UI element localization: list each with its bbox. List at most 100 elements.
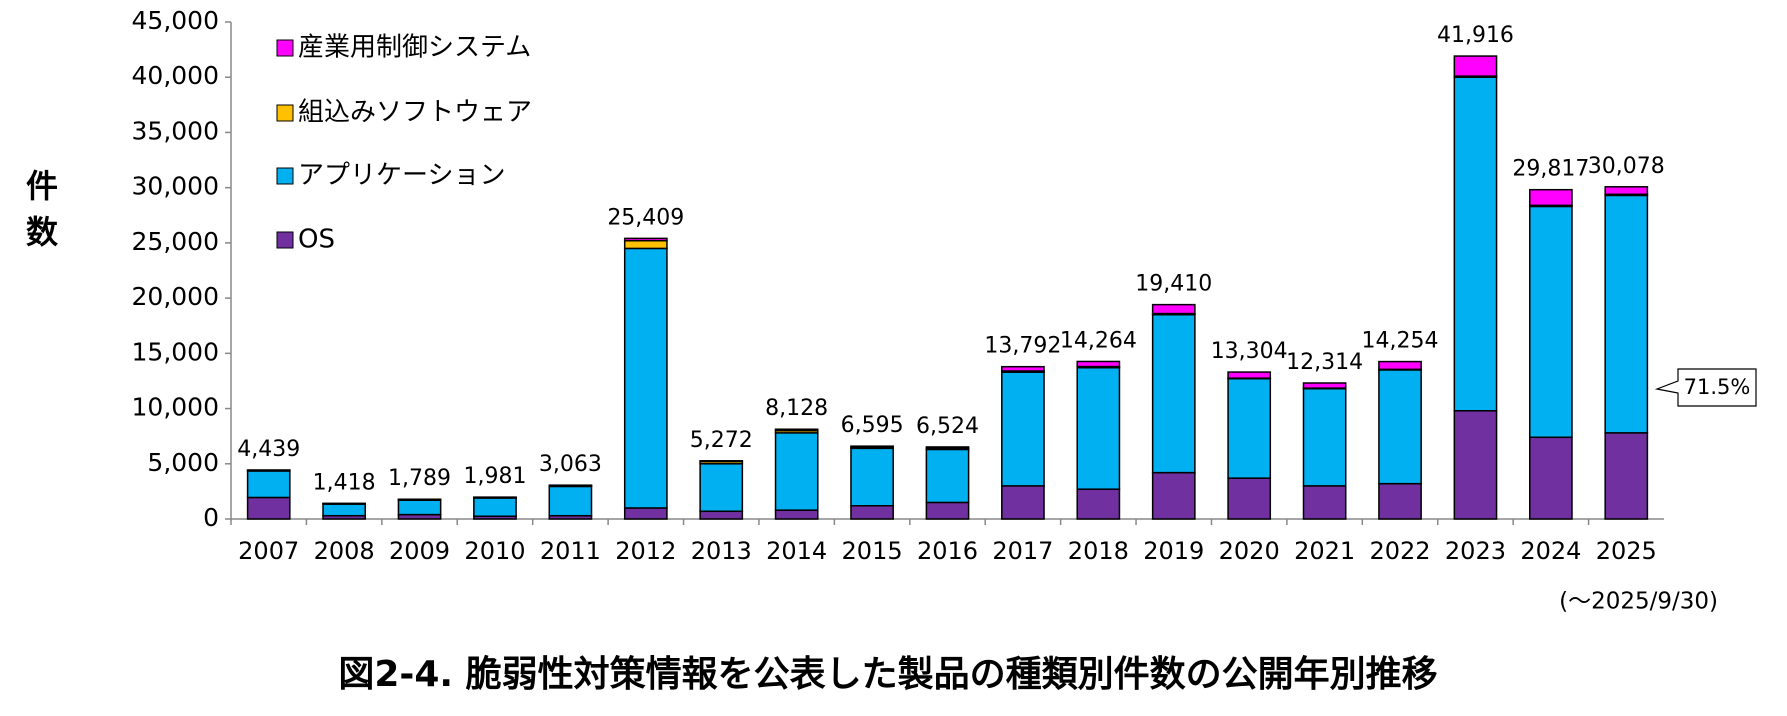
bar-segment	[623, 507, 668, 520]
y-tick-label: 5,000	[147, 448, 219, 477]
bar-segment	[1453, 76, 1498, 412]
bar-segment	[1302, 387, 1347, 487]
y-tick-label: 45,000	[132, 6, 219, 35]
total-label: 8,128	[765, 396, 828, 421]
footnote: (～2025/9/30)	[1559, 589, 1718, 615]
bar-segment	[1453, 410, 1498, 520]
bar-segment	[1151, 471, 1196, 520]
x-tick-label: 2007	[238, 537, 299, 565]
bar-segment	[699, 463, 744, 513]
x-tick-label: 2013	[691, 537, 752, 565]
total-label: 4,439	[237, 437, 300, 462]
annotation: 71.5%	[1684, 375, 1751, 399]
y-tick-label: 35,000	[132, 116, 219, 145]
legend-label: 組込みソフトウェア	[298, 98, 532, 128]
bar-segment	[1001, 371, 1045, 487]
x-tick-label: 2011	[540, 537, 601, 565]
y-tick-label: 40,000	[132, 61, 219, 90]
total-label: 14,264	[1060, 328, 1137, 353]
legend-label: 産業用制御システム	[298, 33, 531, 63]
bar-segment	[623, 247, 668, 509]
bar-segment	[246, 470, 291, 499]
y-tick-label: 15,000	[132, 337, 219, 366]
bar-segment	[1076, 488, 1121, 520]
bar-segment	[397, 499, 442, 516]
bar-segment	[246, 496, 291, 520]
x-tick-label: 2023	[1445, 537, 1506, 565]
x-tick-label: 2018	[1068, 537, 1129, 565]
x-tick-label: 2016	[917, 537, 978, 565]
bar-segment	[1529, 188, 1573, 207]
total-label: 13,792	[984, 334, 1061, 359]
legend-swatch	[276, 104, 294, 122]
total-label: 25,409	[607, 205, 684, 230]
bar-segment	[774, 509, 819, 520]
x-tick-label: 2012	[615, 537, 676, 565]
bar-segment	[473, 497, 517, 517]
x-tick-label: 2015	[842, 537, 903, 565]
bar-segment	[1076, 366, 1121, 490]
x-tick-label: 2009	[389, 537, 450, 565]
total-label: 6,524	[916, 414, 979, 439]
bar-segment	[1378, 369, 1422, 485]
bar-segment	[925, 446, 970, 450]
legend-swatch	[276, 167, 294, 185]
x-tick-label: 2008	[314, 537, 375, 565]
total-label: 1,789	[388, 466, 451, 491]
x-tick-label: 2017	[992, 537, 1053, 565]
legend-swatch	[276, 231, 294, 249]
total-label: 19,410	[1135, 272, 1212, 297]
bar-segment	[1076, 360, 1121, 368]
x-tick-label: 2025	[1596, 537, 1657, 565]
total-label: 6,595	[841, 413, 904, 438]
bar-segment	[850, 447, 894, 507]
bar-segment	[850, 445, 894, 448]
legend-label: OS	[298, 225, 335, 255]
y-tick-label: 0	[203, 503, 219, 532]
total-label: 1,418	[313, 470, 376, 495]
bar-segment	[1604, 186, 1649, 196]
bar-segment	[1604, 194, 1649, 434]
callout-box	[1654, 368, 1757, 407]
x-tick-label: 2021	[1294, 537, 1355, 565]
bar-segment	[925, 448, 970, 504]
total-label: 13,304	[1211, 339, 1288, 364]
legend-swatch	[276, 39, 294, 57]
bar-segment	[1001, 365, 1045, 372]
legend-label: アプリケーション	[298, 161, 505, 191]
bar-segment	[1529, 205, 1573, 439]
total-label: 30,078	[1588, 154, 1665, 179]
x-tick-label: 2010	[464, 537, 525, 565]
bar-segment	[774, 432, 819, 511]
bar-segment	[1227, 377, 1272, 479]
y-tick-label: 30,000	[132, 172, 219, 201]
bar-segment	[1227, 371, 1272, 379]
total-label: 12,314	[1286, 350, 1363, 375]
bar-segment	[1302, 485, 1347, 520]
bar-segment	[1453, 55, 1498, 77]
x-tick-label: 2022	[1369, 537, 1430, 565]
chart-title: 図2-4. 脆弱性対策情報を公表した製品の種類別件数の公開年別推移	[338, 653, 1437, 695]
y-tick-label: 25,000	[132, 227, 219, 256]
bar-segment	[1302, 382, 1347, 389]
bar-segment	[1151, 313, 1196, 474]
bar-segment	[623, 239, 668, 250]
bar-segment	[925, 501, 970, 520]
x-tick-label: 2024	[1520, 537, 1581, 565]
x-tick-label: 2014	[766, 537, 827, 565]
bar-segment	[1378, 360, 1422, 371]
x-tick-label: 2019	[1143, 537, 1204, 565]
total-label: 14,254	[1362, 329, 1439, 354]
bar-segment	[1378, 482, 1422, 520]
bar-segment	[699, 460, 744, 463]
bar-segment	[774, 428, 819, 432]
bar-segment	[699, 510, 744, 520]
bar-segment	[322, 503, 366, 517]
bar-segment	[548, 485, 593, 517]
total-label: 41,916	[1437, 23, 1514, 48]
bar-segment	[1001, 485, 1045, 520]
bar-segment	[623, 237, 668, 242]
bar-segment	[850, 504, 894, 520]
y-tick-label: 20,000	[132, 282, 219, 311]
